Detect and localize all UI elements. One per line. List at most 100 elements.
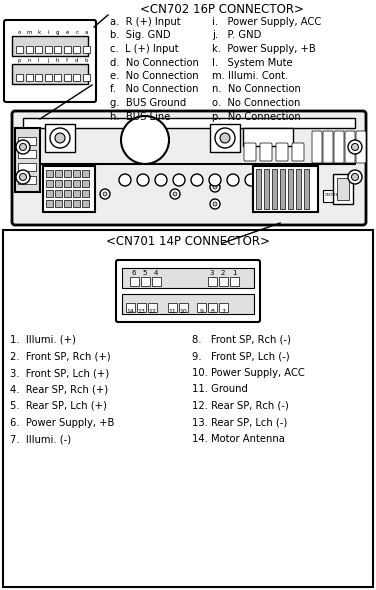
Bar: [46, 200, 53, 207]
Bar: [55, 190, 62, 197]
Text: o.  No Connection: o. No Connection: [212, 98, 300, 108]
Circle shape: [210, 199, 220, 209]
Bar: [55, 200, 62, 207]
Bar: [253, 166, 318, 212]
Bar: [54, 74, 61, 81]
Text: m. Illumi. Cont.: m. Illumi. Cont.: [212, 71, 288, 81]
Circle shape: [103, 192, 107, 196]
Text: c: c: [75, 30, 78, 35]
Text: 3.  Front SP, Lch (+): 3. Front SP, Lch (+): [10, 368, 109, 378]
Bar: [12, 64, 88, 84]
Circle shape: [173, 192, 177, 196]
Bar: [26, 46, 33, 53]
Text: 14. Motor Antenna: 14. Motor Antenna: [192, 434, 285, 444]
Bar: [18, 150, 36, 158]
Bar: [3, 230, 373, 587]
Text: 14: 14: [127, 309, 135, 314]
Bar: [264, 169, 269, 209]
Bar: [197, 303, 206, 312]
FancyBboxPatch shape: [292, 143, 304, 161]
Text: g.  BUS Ground: g. BUS Ground: [110, 98, 186, 108]
Bar: [55, 170, 62, 177]
Bar: [73, 74, 80, 81]
Bar: [64, 46, 71, 53]
Bar: [137, 303, 146, 312]
Circle shape: [352, 143, 358, 150]
Text: 1: 1: [232, 270, 236, 276]
FancyBboxPatch shape: [312, 131, 322, 163]
Circle shape: [352, 173, 358, 181]
Text: f.   No Connection: f. No Connection: [110, 84, 199, 94]
Text: f: f: [66, 58, 68, 63]
Circle shape: [16, 140, 30, 154]
Bar: [64, 200, 71, 207]
Bar: [73, 200, 80, 207]
Text: e: e: [65, 30, 69, 35]
Bar: [73, 180, 80, 187]
Text: 12. Rear SP, Rch (-): 12. Rear SP, Rch (-): [192, 401, 289, 411]
Circle shape: [170, 189, 180, 199]
Circle shape: [215, 128, 235, 148]
Text: <CN701 14P CONNECTOR>: <CN701 14P CONNECTOR>: [106, 235, 270, 248]
FancyBboxPatch shape: [4, 20, 96, 102]
Circle shape: [20, 173, 26, 181]
Circle shape: [100, 189, 110, 199]
Circle shape: [209, 174, 221, 186]
Text: k.  Power Supply, +B: k. Power Supply, +B: [212, 44, 316, 54]
Bar: [82, 170, 89, 177]
Bar: [304, 169, 309, 209]
Text: 5: 5: [143, 270, 147, 276]
Text: g: g: [56, 30, 59, 35]
Bar: [122, 294, 254, 314]
Bar: [35, 46, 42, 53]
Text: j: j: [47, 58, 49, 63]
Bar: [18, 163, 36, 171]
FancyBboxPatch shape: [12, 111, 366, 225]
Text: 6: 6: [132, 270, 136, 276]
Bar: [45, 46, 52, 53]
Text: 3: 3: [210, 270, 214, 276]
Bar: [46, 170, 53, 177]
Circle shape: [173, 174, 185, 186]
Text: b.  Sig. GND: b. Sig. GND: [110, 31, 171, 41]
Bar: [64, 180, 71, 187]
Bar: [73, 190, 80, 197]
Text: 12: 12: [149, 309, 156, 314]
Bar: [141, 277, 150, 286]
Text: <CN702 16P CONNECTOR>: <CN702 16P CONNECTOR>: [140, 3, 304, 16]
Circle shape: [227, 174, 239, 186]
Bar: [272, 169, 277, 209]
Text: a: a: [85, 30, 88, 35]
Text: 7: 7: [221, 309, 226, 314]
FancyBboxPatch shape: [260, 143, 272, 161]
Bar: [43, 166, 95, 212]
Bar: [208, 277, 217, 286]
Text: CN701: CN701: [325, 193, 339, 197]
Bar: [130, 277, 139, 286]
Bar: [337, 178, 349, 200]
Bar: [82, 180, 89, 187]
Bar: [83, 46, 90, 53]
Text: n.  No Connection: n. No Connection: [212, 84, 301, 94]
Bar: [82, 200, 89, 207]
Text: l: l: [38, 58, 39, 63]
Text: 9.   Front SP, Lch (-): 9. Front SP, Lch (-): [192, 352, 290, 362]
Bar: [45, 74, 52, 81]
Bar: [23, 118, 355, 128]
Bar: [230, 277, 239, 286]
Text: 13: 13: [138, 309, 146, 314]
Text: i: i: [47, 30, 49, 35]
Text: d.  No Connection: d. No Connection: [110, 57, 199, 67]
FancyBboxPatch shape: [116, 260, 260, 322]
Text: e.  No Connection: e. No Connection: [110, 71, 199, 81]
Bar: [64, 190, 71, 197]
Text: a.  R (+) Input: a. R (+) Input: [110, 17, 180, 27]
Text: 2.  Front SP, Rch (+): 2. Front SP, Rch (+): [10, 352, 111, 362]
Circle shape: [137, 174, 149, 186]
Text: k: k: [37, 30, 40, 35]
Bar: [73, 170, 80, 177]
Bar: [18, 137, 36, 145]
FancyBboxPatch shape: [323, 131, 333, 163]
Text: i.   Power Supply, ACC: i. Power Supply, ACC: [212, 17, 321, 27]
Bar: [12, 36, 88, 56]
